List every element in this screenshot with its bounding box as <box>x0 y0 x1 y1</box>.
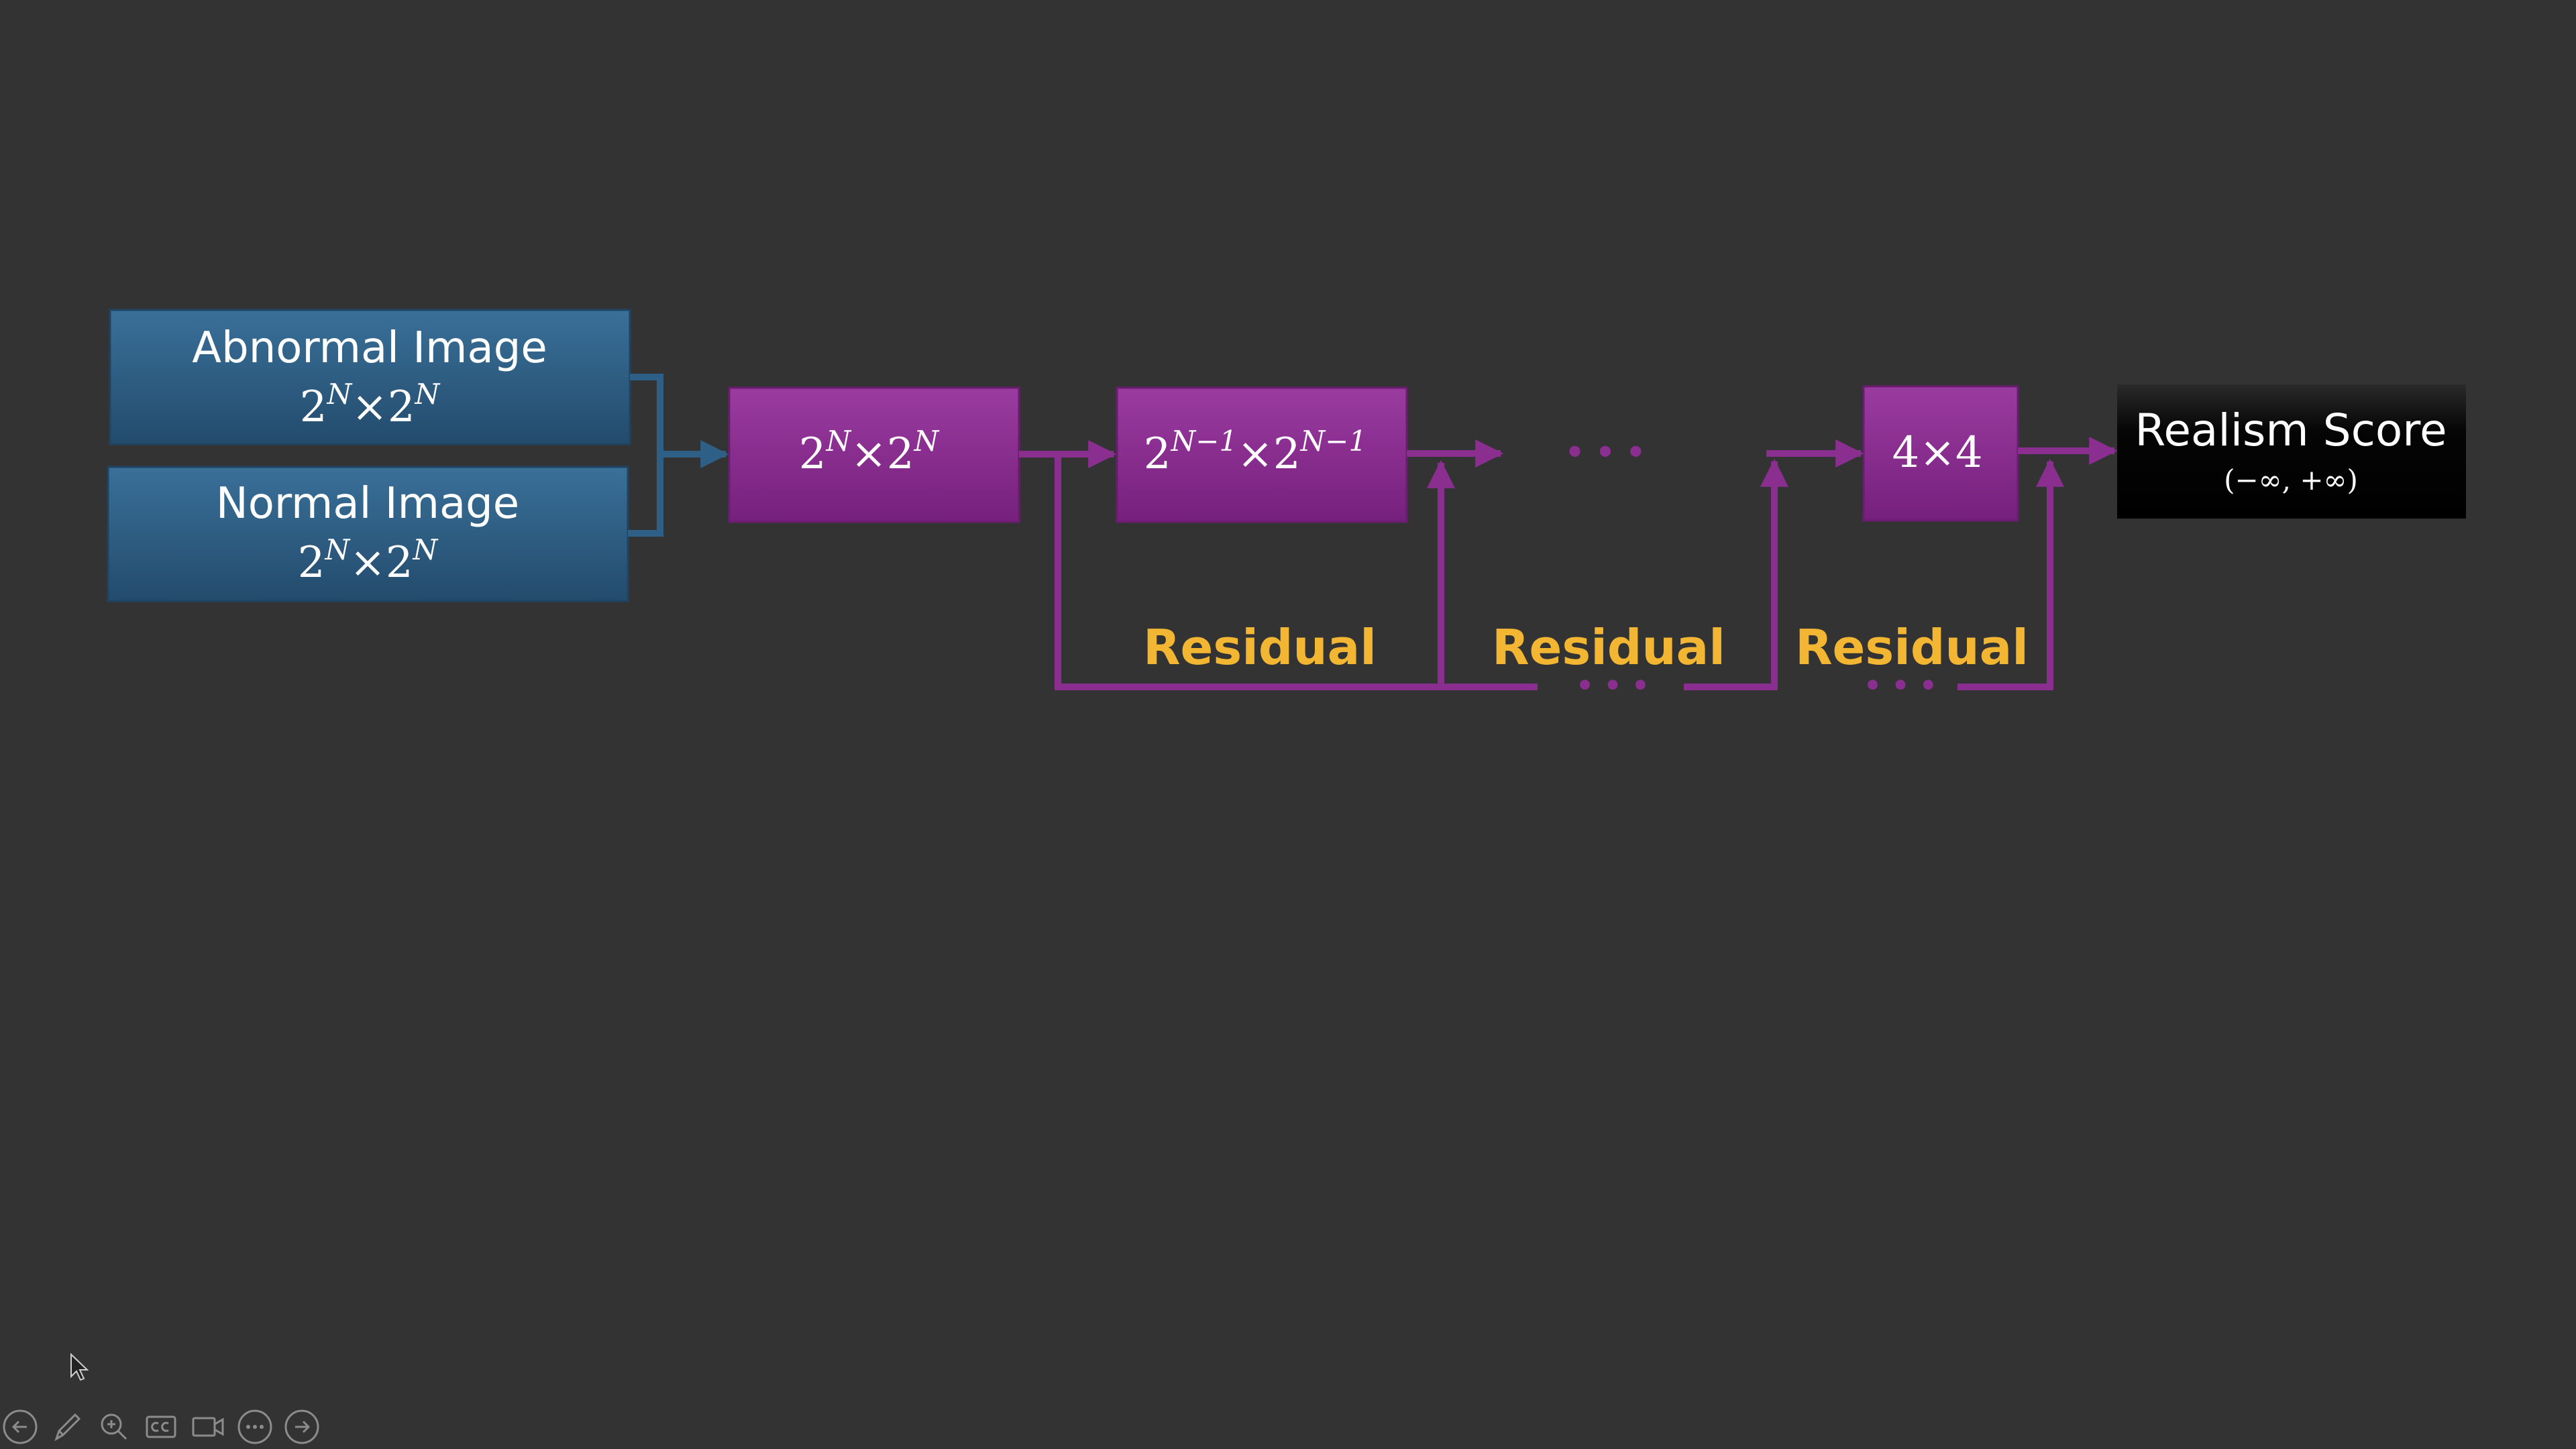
residual-ellipsis-1: • • • <box>1576 669 1650 702</box>
input-title-normal: Normal Image <box>216 479 519 529</box>
block-3: 4×4 <box>1862 385 2019 522</box>
residual-label-3: Residual <box>1795 619 2029 676</box>
more-icon[interactable] <box>235 1407 275 1447</box>
residual-label-2: Residual <box>1492 619 1725 676</box>
block-1-label: 2N×2N <box>799 425 940 479</box>
input-size-abnormal: 2N×2N <box>300 378 441 432</box>
output-title: Realism Score <box>2135 405 2447 456</box>
input-title-abnormal: Abnormal Image <box>192 323 547 373</box>
input-box-abnormal: Abnormal Image 2N×2N <box>109 309 631 445</box>
block-1: 2N×2N <box>728 386 1020 523</box>
residual-ellipsis-2: • • • <box>1864 669 1937 702</box>
pen-icon[interactable] <box>47 1407 87 1447</box>
residual-line-1 <box>1055 454 1455 690</box>
block-2: 2N−1×2N−1 <box>1116 386 1408 523</box>
block-2-label: 2N−1×2N−1 <box>1144 425 1366 479</box>
residual-label-1: Residual <box>1143 619 1377 676</box>
residual-line-3 <box>1957 458 2064 690</box>
mouse-cursor-icon <box>70 1352 89 1381</box>
residual-line-2b <box>1684 458 1788 690</box>
back-arrow-icon[interactable] <box>0 1407 40 1447</box>
input-merge-bracket <box>628 374 663 537</box>
camera-icon[interactable] <box>188 1407 228 1447</box>
captions-icon[interactable] <box>141 1407 181 1447</box>
presentation-toolbar <box>0 1403 329 1449</box>
zoom-icon[interactable] <box>94 1407 134 1447</box>
middle-ellipsis: • • • <box>1565 434 1646 470</box>
input-size-normal: 2N×2N <box>298 533 439 588</box>
output-box: Realism Score (−∞, +∞) <box>2117 384 2466 519</box>
forward-arrow-icon[interactable] <box>282 1407 322 1447</box>
output-range: (−∞, +∞) <box>2224 464 2358 496</box>
input-box-normal: Normal Image 2N×2N <box>107 466 629 602</box>
block-3-label: 4×4 <box>1892 428 1982 478</box>
